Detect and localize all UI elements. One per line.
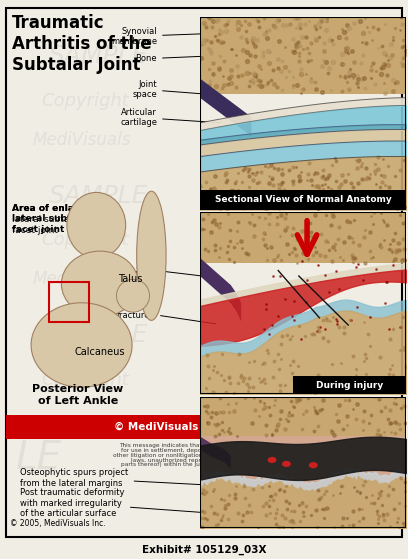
Text: SAMPLE: SAMPLE bbox=[49, 184, 149, 207]
Text: SAMPLE: SAMPLE bbox=[49, 44, 149, 68]
Text: Articular
cartilage: Articular cartilage bbox=[120, 108, 221, 127]
Text: Copyright: Copyright bbox=[41, 231, 129, 249]
Text: © 2005, MediVisuals Inc.: © 2005, MediVisuals Inc. bbox=[10, 519, 106, 528]
Ellipse shape bbox=[67, 192, 126, 258]
Ellipse shape bbox=[61, 251, 139, 317]
Bar bbox=[6, 415, 402, 439]
Ellipse shape bbox=[137, 191, 166, 320]
Bar bbox=[200, 190, 406, 210]
Text: Calcaneus: Calcaneus bbox=[75, 347, 125, 357]
PathPatch shape bbox=[200, 17, 251, 136]
Text: other litigation or nonlitigation use.  Consistent with copyright: other litigation or nonlitigation use. C… bbox=[113, 453, 295, 458]
Circle shape bbox=[283, 462, 290, 466]
Text: MediVisuals: MediVisuals bbox=[33, 271, 131, 288]
Text: Osteophytic spurs project
from the lateral margins: Osteophytic spurs project from the later… bbox=[20, 468, 209, 487]
Text: laws, unauthorized reproduction of this image (or: laws, unauthorized reproduction of this … bbox=[131, 457, 277, 462]
Ellipse shape bbox=[117, 280, 150, 312]
Text: Synovial
membrane: Synovial membrane bbox=[111, 27, 207, 46]
Bar bbox=[49, 282, 89, 321]
Text: During injury: During injury bbox=[316, 381, 383, 390]
Text: Area of enlargement:: Area of enlargement: bbox=[12, 204, 121, 213]
Text: Copyright: Copyright bbox=[41, 92, 129, 110]
Circle shape bbox=[268, 458, 276, 462]
Bar bbox=[200, 397, 406, 436]
PathPatch shape bbox=[200, 397, 231, 469]
Text: Joint
effusion: Joint effusion bbox=[121, 259, 205, 278]
Bar bbox=[293, 376, 406, 394]
Text: Post traumatic deformity
with marked irregularity
of the articular surface: Post traumatic deformity with marked irr… bbox=[20, 488, 209, 518]
Text: parts thereof) within the jurisdiction stated on the line...: parts thereof) within the jurisdiction s… bbox=[122, 462, 286, 467]
Bar bbox=[200, 17, 406, 94]
Text: SAMPLE: SAMPLE bbox=[49, 324, 149, 347]
Text: Sectional View of Normal Anatomy: Sectional View of Normal Anatomy bbox=[215, 196, 391, 205]
Circle shape bbox=[310, 463, 317, 467]
Text: © MediVisuals • 800-899-2154: © MediVisuals • 800-899-2154 bbox=[114, 422, 294, 432]
Text: Posterior View
of Left Ankle: Posterior View of Left Ankle bbox=[32, 383, 124, 406]
Text: Exhibit# 105129_03X: Exhibit# 105129_03X bbox=[142, 544, 266, 555]
Text: Bone: Bone bbox=[135, 54, 209, 63]
Text: Joint
space: Joint space bbox=[132, 80, 215, 99]
Bar bbox=[200, 212, 406, 263]
Text: This message indicates that this image is NOT authorized: This message indicates that this image i… bbox=[119, 443, 289, 448]
Text: Copyright: Copyright bbox=[41, 371, 129, 389]
Text: Talus: Talus bbox=[118, 274, 143, 285]
Text: Osteochondral
fractures: Osteochondral fractures bbox=[93, 301, 215, 324]
Text: LE: LE bbox=[16, 439, 62, 477]
Text: Traumatic
Arthritis of the
Subtalar Joint: Traumatic Arthritis of the Subtalar Join… bbox=[12, 14, 152, 74]
Text: Area of enlargement:
lateral subtalar
facet joint: Area of enlargement: lateral subtalar fa… bbox=[12, 204, 121, 234]
Text: MediVisuals: MediVisuals bbox=[33, 131, 131, 149]
Text: lateral subtalar
facet joint: lateral subtalar facet joint bbox=[12, 215, 82, 235]
PathPatch shape bbox=[200, 212, 241, 321]
Text: for use in settlement, deposition, mediation trial, or any: for use in settlement, deposition, media… bbox=[121, 448, 287, 453]
Ellipse shape bbox=[31, 303, 132, 387]
